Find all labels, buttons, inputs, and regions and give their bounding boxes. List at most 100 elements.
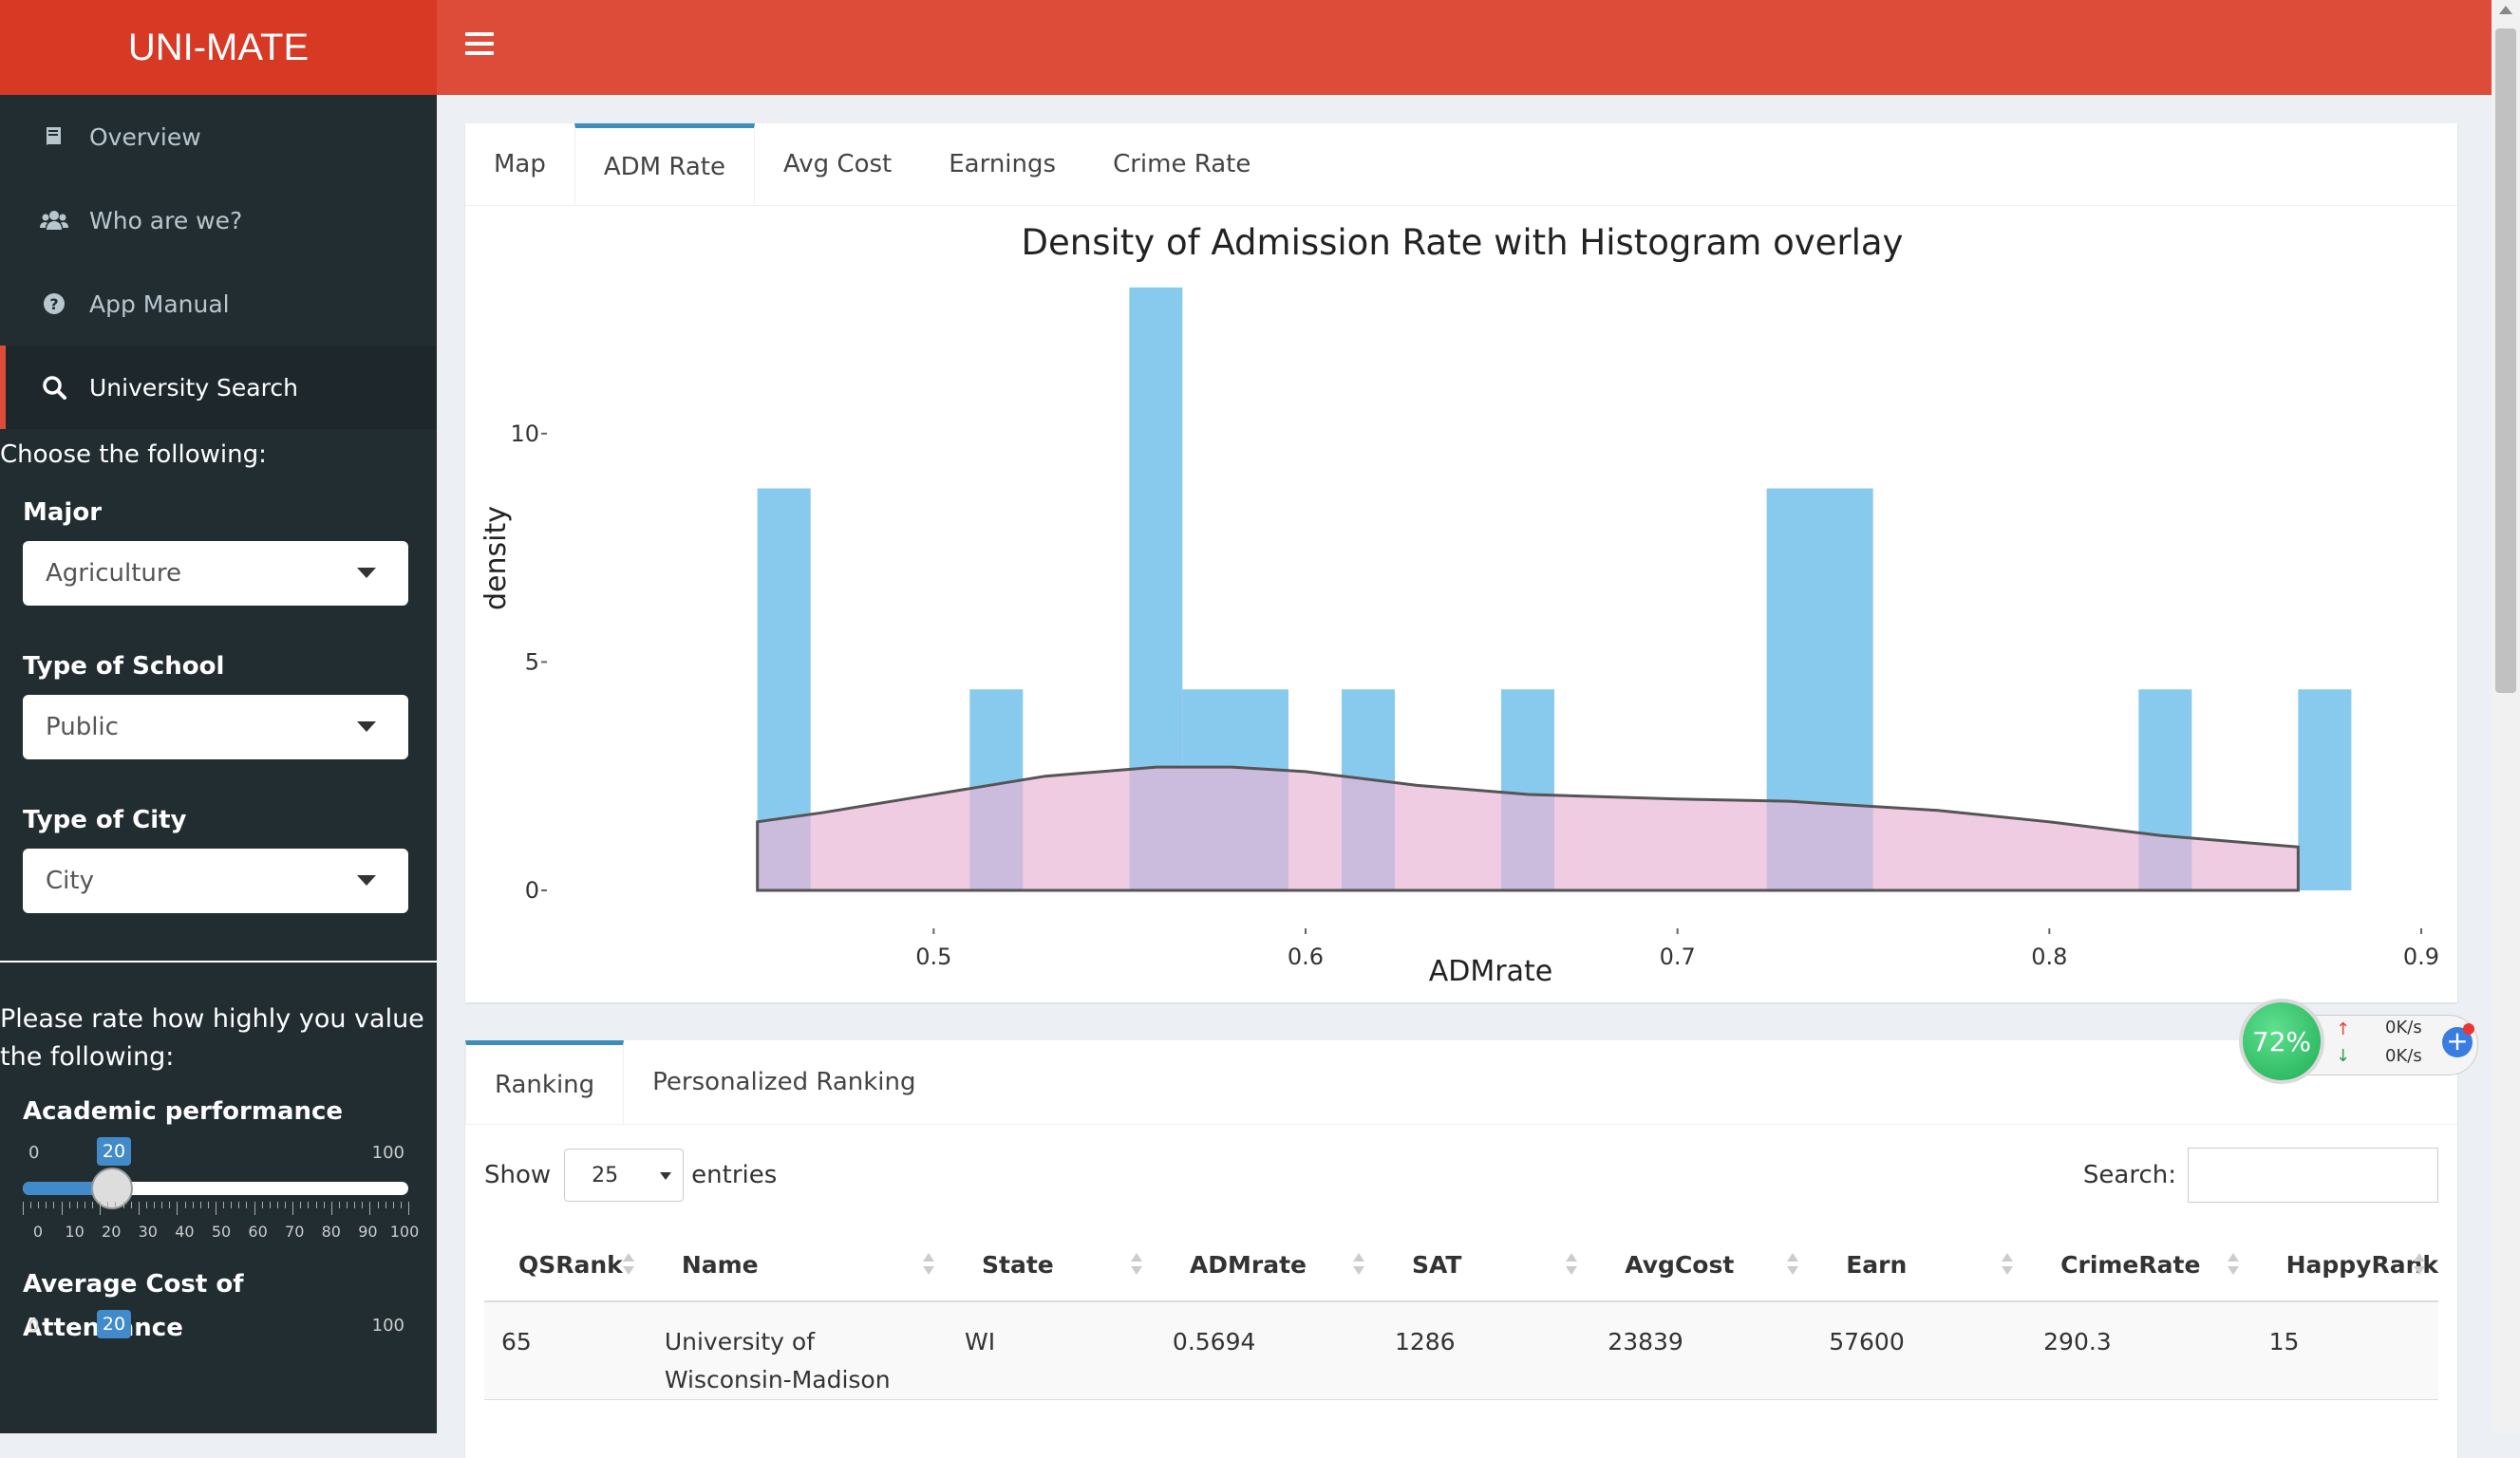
column-header-earn[interactable]: Earn [1812,1228,2027,1302]
slider-tick [92,1202,94,1208]
tab-adm-rate[interactable]: ADM Rate [574,123,755,205]
book-icon [38,125,70,148]
column-header-admrate[interactable]: ADMrate [1155,1228,1378,1302]
users-icon [38,209,70,232]
slider-tick [177,1202,179,1215]
memory-usage-indicator[interactable]: 72% [2239,999,2324,1084]
slider-tick [46,1202,47,1208]
slider-tick [323,1202,325,1208]
column-header-state[interactable]: State [948,1228,1156,1302]
column-header-name[interactable]: Name [647,1228,949,1302]
scroll-thumb[interactable] [2495,28,2516,693]
slider-grid-label: 80 [321,1223,341,1241]
search-input[interactable] [2188,1148,2438,1203]
school-type-value: Public [46,713,119,741]
city-type-select[interactable]: City [23,849,408,913]
sidebar-item-label: App Manual [89,290,230,318]
column-header-qsrank[interactable]: QSRank [484,1228,648,1302]
adm-rate-chart: Density of Admission Rate with Histogram… [465,207,2457,1002]
entries-select[interactable]: 25 [564,1149,685,1202]
avg-cost-slider: Average Cost of Attendance 0 100 20 [23,1262,408,1433]
x-tick-label: 0.5 [915,944,951,970]
slider-tick [400,1202,402,1208]
city-type-value: City [46,867,94,895]
slider-tick [207,1202,209,1208]
slider-tick [315,1202,317,1208]
show-label: Show [484,1161,552,1189]
sidebar-toggle-icon[interactable] [465,32,494,61]
slider-fill [23,1182,112,1195]
tab-map[interactable]: Map [494,150,546,178]
slider-tick [246,1202,248,1208]
tab-avg-cost[interactable]: Avg Cost [783,150,893,178]
slider-tick [138,1202,140,1215]
slider-min: 0 [28,1316,40,1336]
table-search: Search: [2083,1147,2438,1204]
entries-length: Show 25 entries [484,1147,777,1204]
slider-tick [269,1202,271,1208]
search-label: Search: [2082,1161,2176,1189]
major-label: Major [23,498,103,527]
table-row[interactable]: 65 University of Wisconsin-Madison WI 0.… [484,1301,2438,1400]
slider-title: Academic performance [23,1097,344,1126]
upload-speed: 0K/s [2385,1018,2422,1037]
slider-tick [169,1202,171,1208]
slider-value-badge: 20 [97,1137,131,1166]
slider-tick [300,1202,302,1208]
slider-tick [61,1202,63,1215]
sort-icon [1130,1253,1142,1278]
search-icon [38,375,70,400]
column-header-happyrank[interactable]: HappyRank [2251,1228,2438,1302]
slider-tick [285,1202,287,1208]
app-logo[interactable]: UNI-MATE [0,0,437,95]
slider-tick [161,1202,163,1208]
sidebar-item-app-manual[interactable]: ? App Manual [0,262,437,346]
slider-tick [369,1202,371,1215]
x-tick-label: 0.6 [1288,944,1324,970]
column-header-crimerate[interactable]: CrimeRate [2026,1228,2252,1302]
slider-tick [100,1202,102,1215]
cell-name: University of Wisconsin-Madison [647,1301,949,1400]
ranking-tabs: Ranking Personalized Ranking [465,1040,2457,1125]
table-header-row: QSRank Name State ADMrate SAT AvgCost Ea… [484,1228,2438,1302]
slider-tick [23,1202,24,1215]
tab-personalized-ranking[interactable]: Personalized Ranking [652,1068,916,1096]
sidebar-item-who-are-we[interactable]: Who are we? [0,178,437,262]
slider-grid-label: 60 [248,1223,268,1241]
slider-title: Average Cost of Attendance [23,1270,244,1342]
slider-tick [347,1202,348,1208]
sidebar: Overview Who are we? ? App Manual Univer… [0,95,437,1433]
column-header-sat[interactable]: SAT [1377,1228,1591,1302]
school-type-select[interactable]: Public [23,695,408,759]
slider-grid-label: 20 [102,1223,122,1241]
tab-crime-rate[interactable]: Crime Rate [1113,150,1251,178]
ranking-box: Ranking Personalized Ranking Show 25 ent… [465,1040,2457,1458]
slider-tick [308,1202,310,1208]
page-scrollbar[interactable] [2492,0,2520,1433]
slider-tick [330,1202,332,1215]
density-area [756,765,2300,892]
slider-handle[interactable] [91,1168,133,1209]
sidebar-item-overview[interactable]: Overview [0,95,437,178]
svg-text:?: ? [49,295,58,313]
slider-tick [238,1202,240,1208]
slider-tick [292,1202,294,1215]
tab-earnings[interactable]: Earnings [949,150,1057,178]
slider-tick [130,1202,132,1208]
tab-ranking[interactable]: Ranking [465,1040,625,1124]
plus-icon[interactable]: + [2442,1027,2473,1057]
sidebar-item-university-search[interactable]: University Search [0,346,437,429]
slider-tick [377,1202,379,1208]
y-tick-label: 10 [510,421,539,447]
slider-tick [145,1202,147,1208]
network-speed-widget[interactable]: 72% ↑ ↓ 0K/s 0K/s + [2239,999,2478,1084]
histogram-bar [2298,689,2352,890]
slider-tick [362,1202,364,1208]
slider-tick [223,1202,225,1208]
scroll-up-icon[interactable] [2499,6,2512,14]
column-header-avgcost[interactable]: AvgCost [1590,1228,1813,1302]
x-axis-label: ADMrate [1429,955,1552,988]
major-select[interactable]: Agriculture [23,541,408,606]
slider-tick [38,1202,40,1208]
slider-tick [30,1202,32,1208]
